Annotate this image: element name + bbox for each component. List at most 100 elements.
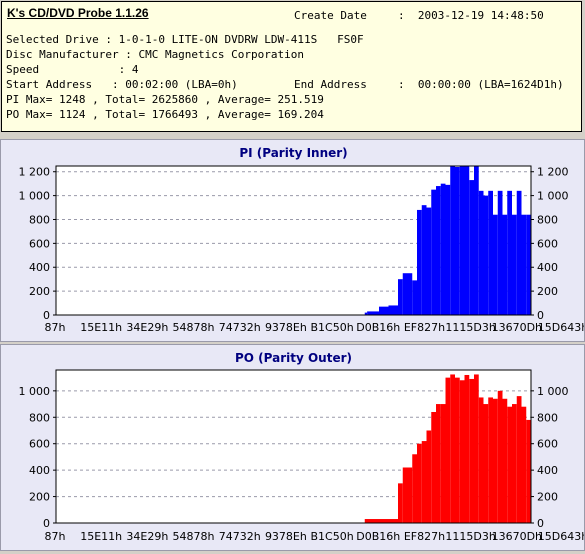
x-tick-label: 15E11h [80, 530, 122, 543]
x-tick-label: D0B16h [356, 321, 400, 334]
po-chart-panel: PO (Parity Outer) 0 0 200 200 400 400 600 600 800… [0, 344, 585, 551]
bar [412, 280, 417, 315]
bar [483, 404, 489, 523]
bar [464, 166, 470, 315]
x-tick-label: 34E29h [126, 321, 168, 334]
bar [507, 406, 512, 523]
x-tick-label: 15D643h [538, 321, 584, 334]
x-tick-label: 15E11h [80, 321, 122, 334]
y-tick-label-left: 600 [29, 438, 50, 451]
y-tick-label-right: 800 [537, 213, 558, 226]
bar [431, 411, 436, 523]
bar [478, 397, 484, 523]
x-tick-label: EF827h [404, 321, 445, 334]
y-tick-label-left: 600 [29, 237, 50, 250]
bar [431, 189, 436, 315]
x-tick-label: D0B16h [356, 530, 400, 543]
bar [512, 404, 517, 523]
y-tick-label-right: 600 [537, 237, 558, 250]
plot-frame [55, 165, 532, 316]
x-tick-label: 74732h [219, 530, 261, 543]
x-tick-label: 54878h [173, 321, 215, 334]
bar [521, 214, 527, 315]
y-tick-label-right: 600 [537, 438, 558, 451]
y-tick-label-left: 200 [29, 491, 50, 504]
bar [512, 214, 517, 315]
x-tick-label: 1115D3h [445, 530, 495, 543]
y-tick-label-right: 200 [537, 491, 558, 504]
y-tick-label-left: 400 [29, 464, 50, 477]
info-panel: K's CD/DVD Probe 1.1.26 Create Date : 20… [1, 1, 582, 132]
y-tick-label-right: 1 000 [537, 190, 569, 203]
bar [521, 406, 527, 523]
bar [421, 441, 427, 523]
y-tick-label-left: 0 [43, 517, 50, 530]
y-tick-label-left: 800 [29, 213, 50, 226]
x-tick-label: B1C50h [310, 321, 353, 334]
bar [445, 184, 451, 315]
bar [426, 430, 432, 523]
x-tick-label: 13670Dh [492, 530, 542, 543]
bar [421, 205, 427, 315]
bar [367, 311, 379, 315]
bar [502, 214, 508, 315]
bar [364, 312, 368, 315]
x-tick-label: 15D643h [538, 530, 584, 543]
bar [474, 374, 479, 523]
bar [440, 183, 446, 315]
bar [502, 398, 508, 523]
y-tick-label-left: 800 [29, 411, 50, 424]
y-tick-label-right: 1 200 [537, 166, 569, 179]
disc-manufacturer: Disc Manufacturer : CMC Magnetics Corpor… [6, 48, 305, 61]
y-tick-label-right: 400 [537, 464, 558, 477]
x-tick-label: 87h [45, 321, 66, 334]
po-stats: PO Max= 1124 , Total= 1766493 , Average=… [6, 108, 324, 121]
y-tick-label-right: 200 [537, 285, 558, 298]
x-tick-label: EF827h [404, 530, 445, 543]
bar [412, 454, 417, 523]
x-tick-label: 1115D3h [445, 321, 495, 334]
bar [379, 306, 389, 315]
bar [450, 166, 455, 315]
chart-title: PI (Parity Inner) [239, 146, 347, 160]
bar [469, 180, 474, 315]
bar [459, 380, 465, 523]
bar [398, 279, 403, 315]
create-date-label: Create Date [294, 9, 367, 22]
bar [417, 209, 422, 315]
x-tick-label: 34E29h [126, 530, 168, 543]
bar [436, 404, 441, 523]
bar [516, 190, 522, 315]
bar [455, 166, 460, 315]
x-tick-label: 87h [45, 530, 66, 543]
bar [478, 190, 484, 315]
y-tick-label-left: 1 200 [19, 166, 51, 179]
bar [497, 390, 503, 523]
selected-drive: Selected Drive : 1-0-1-0 LITE-ON DVDRW L… [6, 33, 364, 46]
bar [526, 214, 531, 315]
app-title: K's CD/DVD Probe 1.1.26 [7, 6, 149, 20]
bar [469, 378, 474, 523]
bar [516, 396, 522, 523]
bar [526, 419, 531, 523]
bar [402, 273, 413, 315]
bar [388, 305, 398, 315]
end-address-label: End Address [294, 78, 367, 91]
bar [426, 207, 432, 315]
y-tick-label-right: 1 000 [537, 385, 569, 398]
y-tick-label-right: 800 [537, 411, 558, 424]
x-tick-label: 54878h [173, 530, 215, 543]
x-tick-label: 9378Eh [265, 321, 307, 334]
plot-frame [55, 369, 532, 524]
pi-stats: PI Max= 1248 , Total= 2625860 , Average=… [6, 93, 324, 106]
start-address: Start Address : 00:02:00 (LBA=0h) [6, 78, 238, 91]
speed: Speed : 4 [6, 63, 139, 76]
pi-chart-panel: PI (Parity Inner) 0 0 200 200 400 400 600 600 800… [0, 139, 585, 342]
bar [493, 214, 498, 315]
x-tick-label: 74732h [219, 321, 261, 334]
y-tick-label-right: 400 [537, 261, 558, 274]
pi-chart: PI (Parity Inner) 0 0 200 200 400 400 600 600 800… [19, 146, 585, 334]
bar [436, 186, 441, 315]
y-tick-label-right: 0 [537, 309, 544, 322]
bar [488, 190, 493, 315]
